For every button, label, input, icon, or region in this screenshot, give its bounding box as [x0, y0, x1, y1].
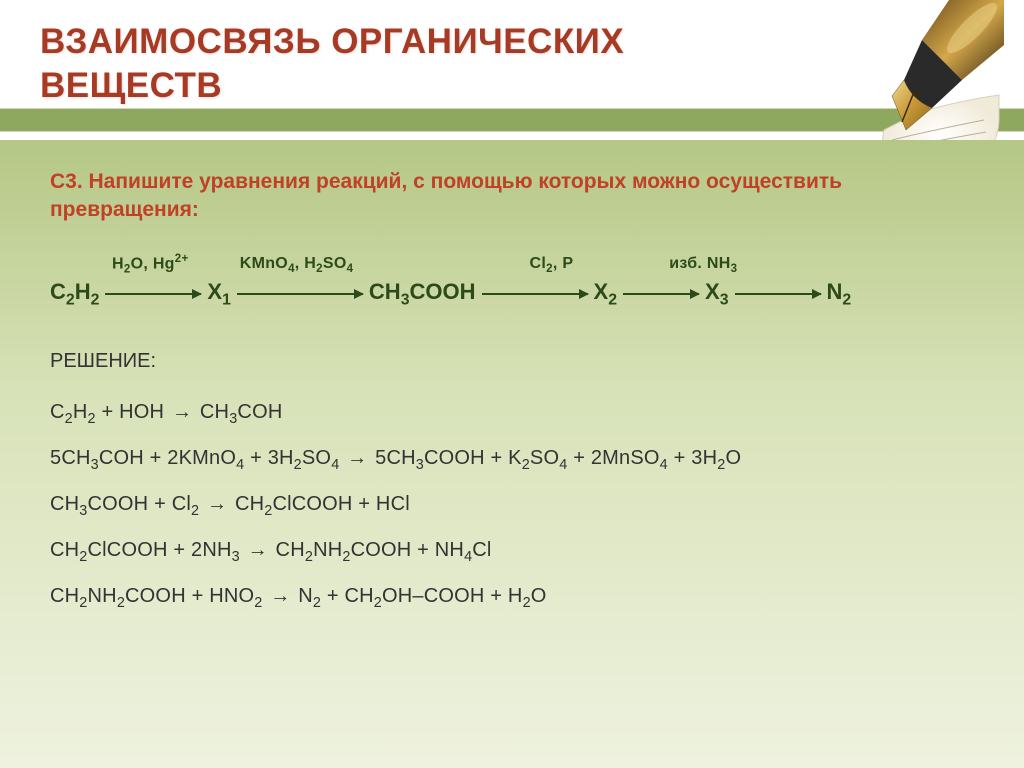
- arrow-icon: [237, 293, 363, 295]
- arrow-icon: [105, 293, 201, 295]
- title-line-1: ВЗАИМОСВЯЗЬ ОРГАНИЧЕСКИХ: [40, 22, 624, 61]
- task-text: С3. Напишите уравнения реакций, с помощь…: [50, 168, 974, 225]
- condition-2: KMnO4, H2SO4: [240, 255, 525, 275]
- scheme-compound-4: X2: [594, 279, 618, 309]
- equation-4: CH2ClCOOH + 2NH3 → CH2NH2COOH + NH4Cl: [50, 539, 974, 565]
- scheme-compound-5: X3: [705, 279, 729, 309]
- equation-5: CH2NH2COOH + HNO2 → N2 + CH2OH–COOH + H2…: [50, 585, 974, 611]
- condition-4: изб. NH3: [669, 255, 737, 275]
- scheme-compound-1: C2H2: [50, 279, 99, 309]
- scheme-compound-2: X1: [207, 279, 231, 309]
- condition-3: Cl2, P: [530, 255, 665, 275]
- reaction-scheme: C2H2 X1 CH3COOH X2 X3 N2: [50, 279, 974, 309]
- condition-1: H2O, Hg2+: [50, 253, 235, 276]
- arrow-icon: [623, 293, 699, 295]
- equation-3: CH3COOH + Cl2 → CH2ClCOOH + HCl: [50, 493, 974, 519]
- content-area: С3. Напишите уравнения реакций, с помощь…: [0, 140, 1024, 768]
- scheme-compound-6: N2: [827, 279, 852, 309]
- equation-2: 5CH3COH + 2KMnO4 + 3H2SO4 → 5CH3COOH + K…: [50, 447, 974, 473]
- title-line-2: ВЕЩЕСТВ: [40, 66, 222, 105]
- solution-label: РЕШЕНИЕ:: [50, 350, 974, 373]
- equation-1: C2H2 + HOH → CH3COH: [50, 401, 974, 427]
- reaction-conditions: H2O, Hg2+ KMnO4, H2SO4 Cl2, P изб. NH3: [50, 253, 974, 276]
- arrow-icon: [482, 293, 588, 295]
- slide-title: ВЗАИМОСВЯЗЬ ОРГАНИЧЕСКИХ ВЕЩЕСТВ: [40, 20, 624, 108]
- arrow-icon: [735, 293, 821, 295]
- scheme-compound-3: CH3COOH: [369, 279, 476, 309]
